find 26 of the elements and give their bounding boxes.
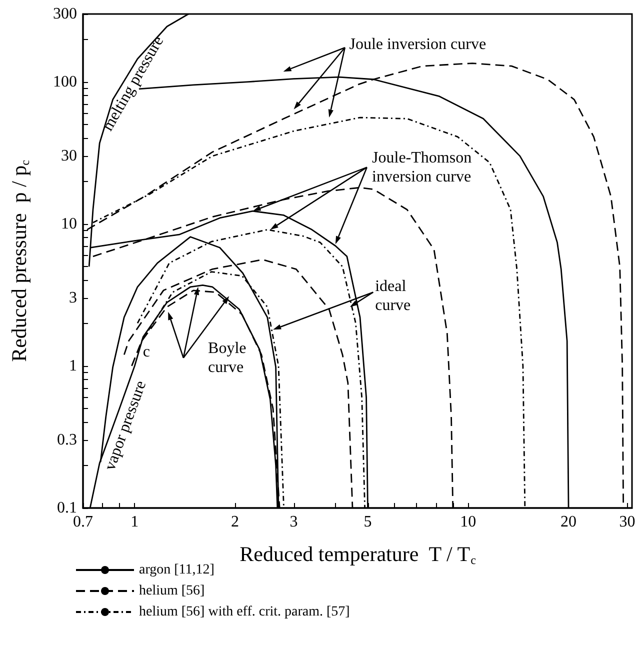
x-tick-label: 30 xyxy=(619,514,636,530)
annotation: vapor pressure xyxy=(102,378,150,473)
annotation: Boyle curve xyxy=(208,340,246,376)
annotation: c xyxy=(142,344,150,361)
y-tick-label: 100 xyxy=(53,73,77,90)
annotation: Joule inversion curve xyxy=(349,36,486,53)
annotation: ideal curve xyxy=(375,278,411,314)
legend-label: helium [56] with eff. crit. param. [57] xyxy=(139,604,350,620)
legend-label: helium [56] xyxy=(139,584,205,598)
legend-label: argon [11,12] xyxy=(139,562,214,578)
x-tick-label: 0.7 xyxy=(73,514,93,530)
x-tick-label: 5 xyxy=(364,514,372,530)
y-tick-label: 1 xyxy=(69,357,77,374)
x-tick-label: 3 xyxy=(290,514,298,530)
annotation: Joule-Thomson inversion curve xyxy=(372,149,472,186)
x-tick-label: 20 xyxy=(560,514,577,530)
x-tick-label: 2 xyxy=(231,514,240,530)
x-tick-label: 1 xyxy=(130,514,139,530)
y-tick-label: 0.1 xyxy=(57,500,77,516)
y-tick-label: 300 xyxy=(53,6,77,22)
y-tick-label: 30 xyxy=(61,148,77,165)
x-tick-label: 10 xyxy=(460,514,476,530)
y-tick-label: 3 xyxy=(69,290,77,307)
y-axis-title: Reduced pressure p / pc xyxy=(7,160,32,362)
y-tick-label: 10 xyxy=(61,215,77,232)
y-tick-label: 0.3 xyxy=(57,432,77,449)
